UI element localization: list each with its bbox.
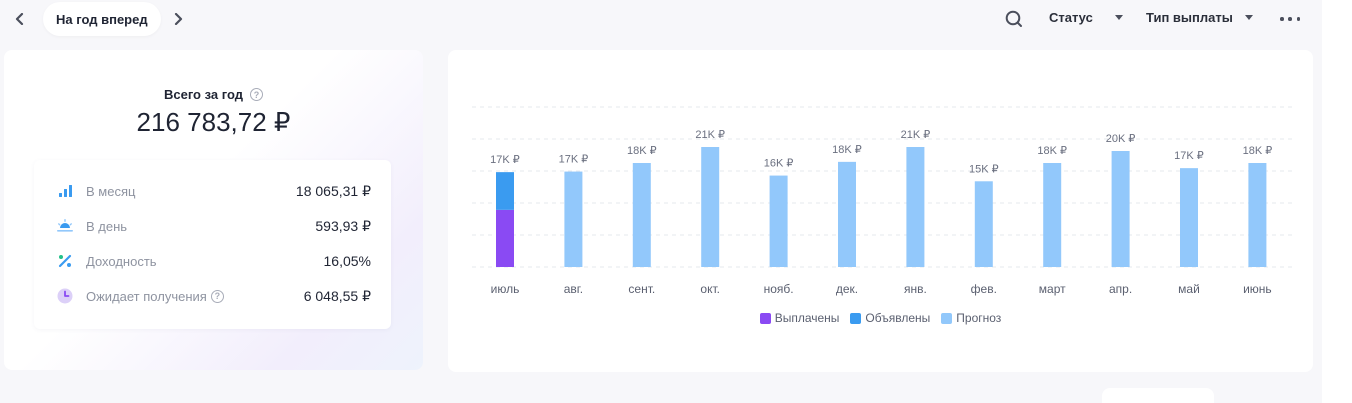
summary-card: Всего за год ? 216 783,72 ₽ В месяц 18 0… <box>4 50 423 370</box>
right-gutter <box>1322 0 1352 403</box>
search-icon[interactable] <box>1004 9 1024 29</box>
stat-label-text: Ожидает получения <box>86 288 207 304</box>
stat-label: В месяц <box>86 183 136 199</box>
stat-value: 593,93 ₽ <box>315 217 371 234</box>
x-tick-label: март <box>1039 282 1066 296</box>
chart-card: 17K ₽ июль 17K ₽ авг. 18K ₽ сент. 21K ₽ окт. 16K… <box>448 50 1313 372</box>
bar-Прогноз[interactable] <box>701 147 720 267</box>
x-tick-label: июнь <box>1243 282 1272 296</box>
bar-Прогноз[interactable] <box>1111 151 1130 267</box>
caret-down-icon <box>1114 15 1123 20</box>
bar-Выплачены[interactable] <box>496 209 514 267</box>
data-label: 15K ₽ <box>969 163 999 175</box>
summary-title: Всего за год ? <box>4 87 423 102</box>
legend-swatch-declared <box>850 312 862 324</box>
chart-legend: Выплачены Объявлены Прогноз <box>448 311 1313 325</box>
legend-item-paid[interactable]: Выплачены <box>759 311 840 325</box>
page-background <box>0 380 1100 403</box>
stat-row-daily: В день 593,93 ₽ <box>56 216 371 236</box>
data-label: 17K ₽ <box>1174 150 1204 162</box>
summary-total: 216 783,72 ₽ <box>136 107 291 137</box>
x-tick-label: сент. <box>628 282 655 296</box>
legend-item-declared[interactable]: Объявлены <box>850 311 930 325</box>
help-icon[interactable]: ? <box>250 88 264 101</box>
stat-value: 6 048,55 ₽ <box>303 287 371 304</box>
legend-label: Объявлены <box>865 311 931 325</box>
x-tick-label: янв. <box>904 282 927 296</box>
chevron-left-icon[interactable] <box>9 8 31 30</box>
x-tick-label: окт. <box>700 282 720 296</box>
data-label: 17K ₽ <box>559 154 589 166</box>
data-label: 20K ₽ <box>1106 133 1136 145</box>
x-tick-label: май <box>1178 282 1200 296</box>
bar-Прогноз[interactable] <box>1180 168 1198 267</box>
stat-label: В день <box>86 218 128 234</box>
stat-row-monthly: В месяц 18 065,31 ₽ <box>56 181 371 201</box>
percent-icon <box>56 252 74 270</box>
summary-title-text: Всего за год <box>163 87 244 102</box>
data-label: 18K ₽ <box>832 144 862 156</box>
sunrise-icon <box>56 217 74 235</box>
bar-chart-icon <box>56 182 74 200</box>
toolbar: На год вперед Статус Тип выплаты <box>0 0 1322 40</box>
next-card-edge <box>1102 388 1214 403</box>
bar-Прогноз[interactable] <box>1248 163 1267 267</box>
caret-down-icon <box>1244 15 1253 20</box>
stat-label: Ожидает получения ? <box>86 289 224 304</box>
data-label: 18K ₽ <box>1243 145 1273 157</box>
clock-icon <box>56 287 74 305</box>
bar-Прогноз[interactable] <box>564 171 583 267</box>
payment-type-filter-label: Тип выплаты <box>1146 10 1233 25</box>
stat-value: 18 065,31 ₽ <box>295 182 371 199</box>
stat-row-yield: Доходность 16,05% <box>56 251 371 271</box>
stat-row-pending: Ожидает получения ? 6 048,55 ₽ <box>56 286 371 306</box>
bar-Прогноз[interactable] <box>974 181 993 267</box>
legend-item-forecast[interactable]: Прогноз <box>941 311 1001 325</box>
x-tick-label: нояб. <box>764 282 794 296</box>
bar-Прогноз[interactable] <box>906 147 925 267</box>
legend-swatch-paid <box>759 312 771 324</box>
x-tick-label: дек. <box>836 282 858 296</box>
data-label: 18K ₽ <box>1037 145 1067 157</box>
bar-Прогноз[interactable] <box>1043 163 1062 267</box>
payment-type-filter[interactable]: Тип выплаты <box>1146 10 1253 25</box>
status-filter-label: Статус <box>1049 10 1093 25</box>
data-label: 18K ₽ <box>627 145 657 157</box>
period-selector[interactable]: На год вперед <box>43 2 161 36</box>
legend-swatch-forecast <box>941 312 953 324</box>
bar-Прогноз[interactable] <box>769 175 788 267</box>
status-filter[interactable]: Статус <box>1049 10 1123 25</box>
more-icon[interactable] <box>1280 12 1300 26</box>
x-tick-label: фев. <box>971 282 997 296</box>
dividend-chart: 17K ₽ июль 17K ₽ авг. 18K ₽ сент. 21K ₽ окт. 16K… <box>472 106 1293 296</box>
x-tick-label: авг. <box>564 282 583 296</box>
help-icon[interactable]: ? <box>210 289 224 303</box>
data-label: 21K ₽ <box>901 129 931 141</box>
legend-label: Выплачены <box>774 311 840 325</box>
bar-Объявлены[interactable] <box>496 172 514 210</box>
stats-box: В месяц 18 065,31 ₽ В день 593,93 ₽ Дохо… <box>34 160 391 329</box>
legend-label: Прогноз <box>956 311 1002 325</box>
stat-label: Доходность <box>86 253 157 269</box>
bar-Прогноз[interactable] <box>632 163 651 267</box>
data-label: 21K ₽ <box>695 129 725 141</box>
stat-value: 16,05% <box>323 253 371 269</box>
chevron-right-icon[interactable] <box>167 8 189 30</box>
bar-Прогноз[interactable] <box>838 161 856 267</box>
x-tick-label: июль <box>491 282 520 296</box>
data-label: 16K ₽ <box>764 158 794 170</box>
x-tick-label: апр. <box>1109 282 1132 296</box>
data-label: 17K ₽ <box>490 154 520 166</box>
